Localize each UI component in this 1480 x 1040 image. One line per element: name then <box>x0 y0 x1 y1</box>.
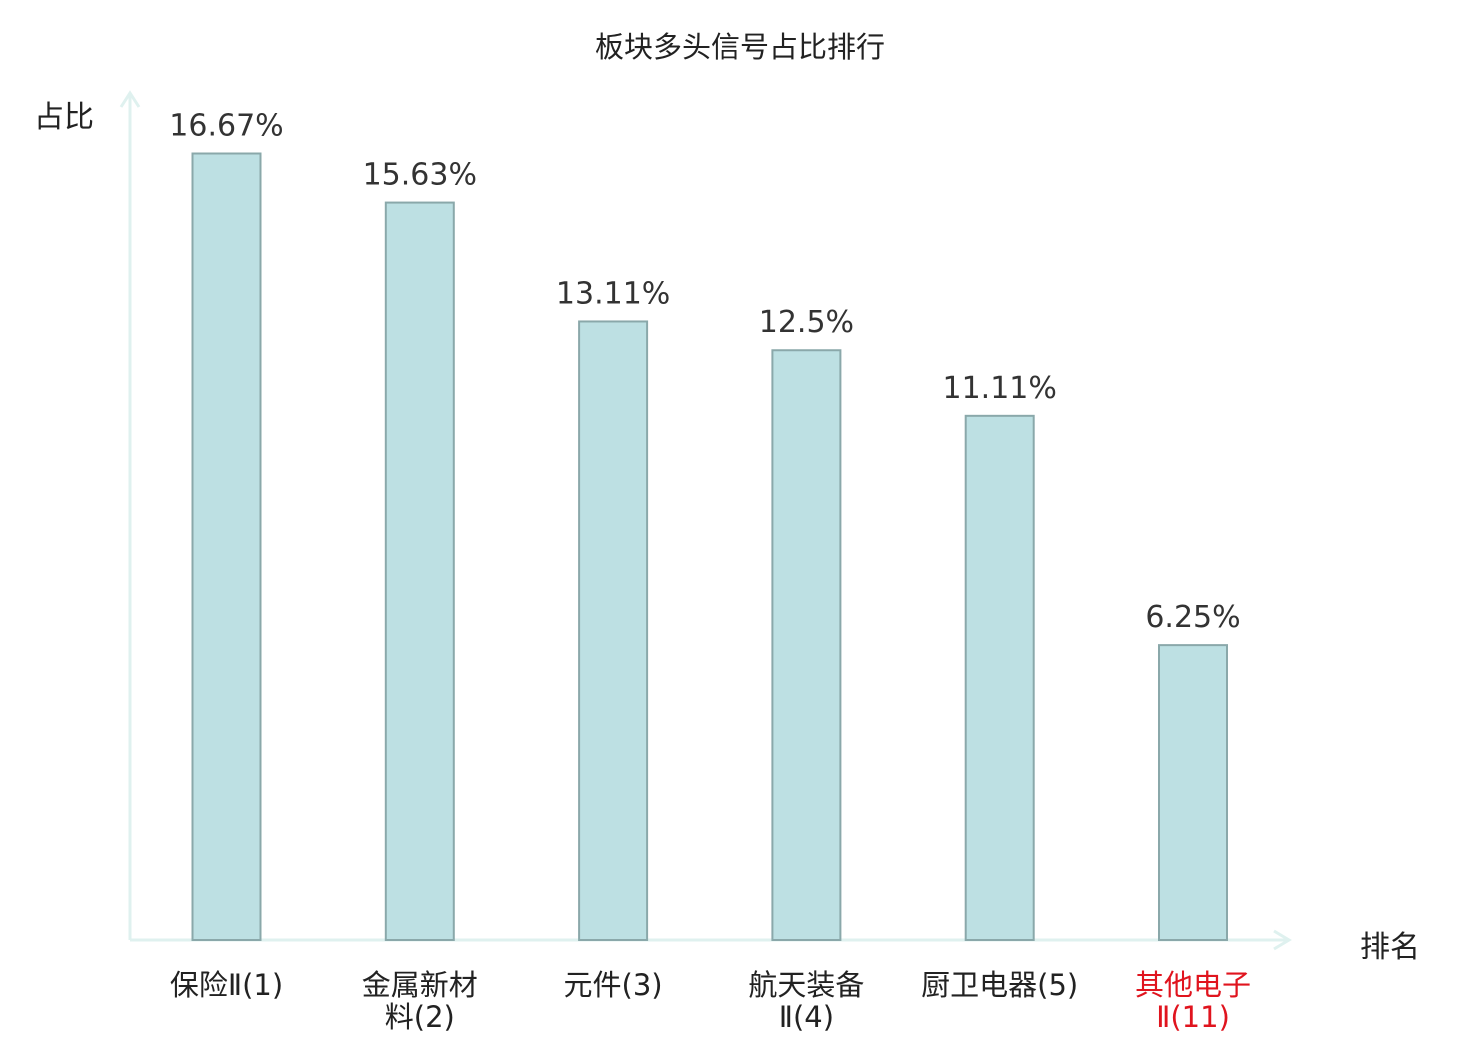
value-labels: 16.67% 15.63% 13.11% 12.5% 11.11% 6.25% <box>169 109 1240 636</box>
category-label: 厨卫电器(5) <box>921 968 1078 1002</box>
bars <box>191 152 1228 942</box>
bar <box>191 152 262 941</box>
bar-value-label: 11.11% <box>943 371 1057 406</box>
category-label: 其他电子 <box>1135 968 1251 1002</box>
chart-title: 板块多头信号占比排行 <box>594 30 885 64</box>
bar <box>771 349 842 941</box>
category-label: Ⅱ(11) <box>1156 1000 1230 1034</box>
category-label: 航天装备 <box>748 968 864 1002</box>
category-label: 元件(3) <box>564 968 663 1002</box>
category-label: 金属新材 <box>362 968 478 1002</box>
bar <box>1158 644 1228 941</box>
bar-value-label: 16.67% <box>169 109 283 144</box>
bar-value-label: 6.25% <box>1145 600 1240 635</box>
bar-value-label: 12.5% <box>759 305 854 340</box>
bar <box>964 414 1035 942</box>
bar-value-label: 15.63% <box>363 158 477 193</box>
category-label: Ⅱ(4) <box>779 1000 834 1034</box>
bar <box>384 201 455 941</box>
category-label: 保险Ⅱ(1) <box>170 968 283 1002</box>
bar-value-label: 13.11% <box>556 276 670 311</box>
y-axis-label: 占比 <box>34 100 94 135</box>
bar <box>578 320 649 941</box>
x-axis-label: 排名 <box>1360 930 1420 965</box>
axes <box>119 90 1292 951</box>
y-axis-arrow <box>119 90 141 108</box>
x-axis-arrow <box>1273 929 1292 951</box>
category-label: 料(2) <box>385 1000 455 1034</box>
